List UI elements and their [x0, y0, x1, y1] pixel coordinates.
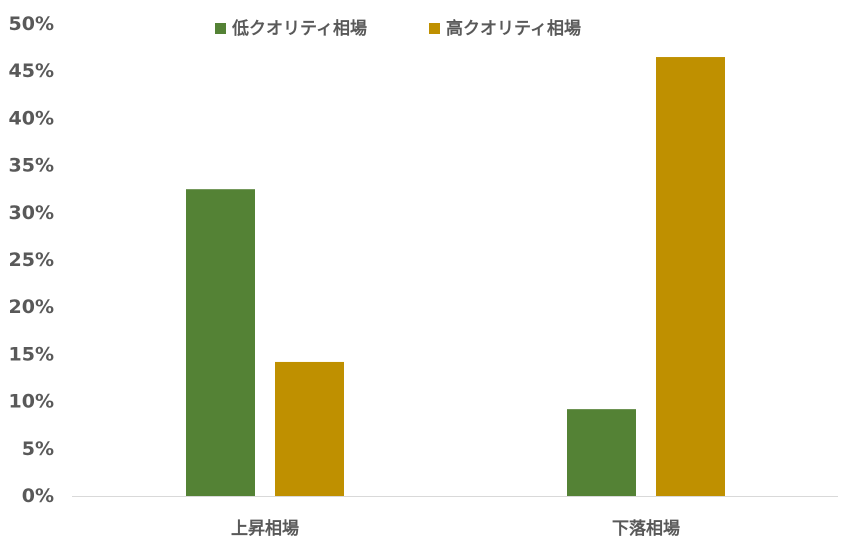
y-tick-label: 40%	[9, 107, 54, 129]
bar-series-1-2	[567, 409, 636, 496]
category-label: 上昇相場	[231, 518, 299, 539]
y-tick-label: 30%	[9, 202, 54, 224]
y-tick-label: 45%	[9, 60, 54, 82]
legend-swatch-2	[429, 23, 440, 34]
y-tick-label: 0%	[22, 485, 54, 507]
y-tick-label: 50%	[9, 13, 54, 35]
y-tick-label: 15%	[9, 343, 54, 365]
bars	[186, 57, 725, 496]
y-tick-label: 10%	[9, 391, 54, 413]
y-tick-label: 5%	[22, 438, 54, 460]
y-axis: 0% 5% 10% 15% 20% 25% 30% 35% 40% 45% 50%	[9, 13, 54, 507]
y-tick-label: 20%	[9, 296, 54, 318]
bar-series-1-1	[186, 189, 255, 496]
category-label: 下落相場	[612, 518, 680, 539]
y-tick-label: 25%	[9, 249, 54, 271]
x-axis: 上昇相場 下落相場	[231, 518, 680, 539]
bar-series-2-1	[275, 361, 344, 496]
legend-label-1: 低クオリティ相場	[231, 18, 367, 39]
legend-label-2: 高クオリティ相場	[446, 18, 581, 39]
y-tick-label: 35%	[9, 155, 54, 177]
bar-series-2-2	[656, 57, 725, 496]
legend: 低クオリティ相場 高クオリティ相場	[215, 18, 581, 39]
legend-swatch-1	[215, 23, 226, 34]
